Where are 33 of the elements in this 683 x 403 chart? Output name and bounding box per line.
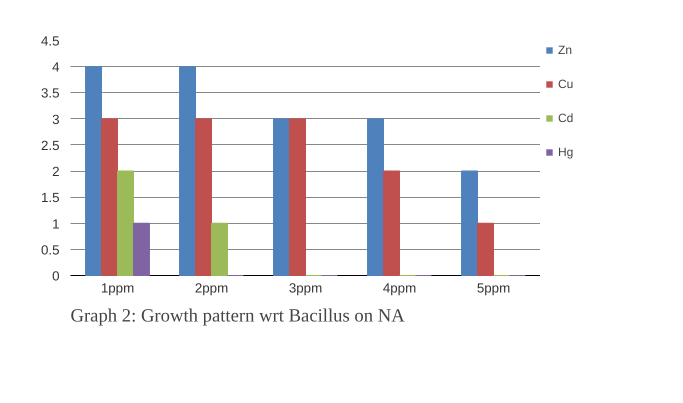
y-tick-label: 3 [52, 112, 60, 127]
y-tick-label: 1 [52, 216, 60, 232]
y-tick-label: 4.5 [40, 34, 60, 48]
bar [195, 118, 212, 276]
legend-label: Cu [558, 77, 574, 91]
y-tick-label: 2.5 [40, 138, 60, 153]
y-tick-label: 4 [52, 60, 60, 75]
y-tick-label: 2 [52, 164, 60, 180]
bar [211, 222, 228, 276]
bar [273, 118, 290, 276]
bar [383, 170, 400, 276]
x-tick-label: 3ppm [288, 280, 322, 296]
x-tick-label: 1ppm [100, 280, 134, 296]
legend-label: Zn [558, 43, 574, 57]
bar [132, 222, 150, 276]
y-tick-label: 0.5 [40, 242, 60, 258]
bar [367, 118, 384, 276]
bar [85, 66, 102, 276]
y-tick-label: 1.5 [40, 190, 60, 206]
bar [477, 222, 494, 276]
legend-label: Cd [558, 111, 574, 125]
text: Graph 2: Growth pattern wrt Bacillus on NA [70, 306, 406, 326]
legend-label: Hg [558, 145, 574, 159]
bar [117, 170, 134, 276]
bar [289, 118, 306, 276]
x-tick-label: 2ppm [194, 280, 228, 296]
bar [101, 118, 118, 276]
bar [461, 170, 478, 276]
x-tick-label: 4ppm [382, 280, 416, 296]
x-tick-label: 5ppm [476, 280, 510, 296]
y-tick-label: 0 [52, 268, 60, 284]
y-tick-label: 3.5 [40, 86, 60, 101]
bar [179, 66, 196, 276]
